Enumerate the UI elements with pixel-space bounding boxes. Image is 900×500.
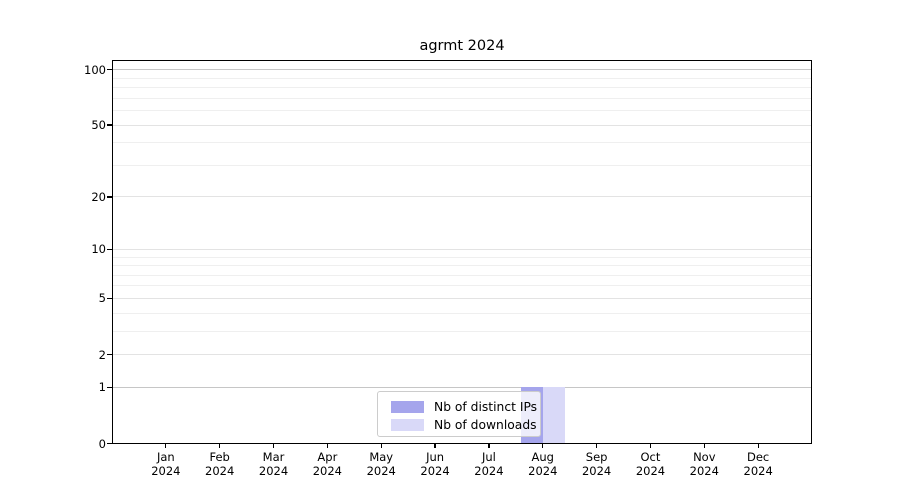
y-major-gridline xyxy=(112,386,812,388)
x-tick xyxy=(380,443,382,448)
y-tick xyxy=(107,386,112,388)
legend-item-downloads: Nb of downloads xyxy=(391,416,540,434)
y-tick-label: 50 xyxy=(91,118,106,133)
y-minor-gridline xyxy=(112,256,812,258)
y-tick xyxy=(107,248,112,250)
y-tick-label: 5 xyxy=(98,291,106,306)
legend-label-distinct-ips: Nb of distinct IPs xyxy=(434,400,538,414)
y-tick xyxy=(107,297,112,300)
y-minor-gridline xyxy=(112,97,812,99)
x-tick xyxy=(595,443,598,448)
y-minor-gridline xyxy=(112,330,812,332)
y-major-gridline xyxy=(112,297,812,299)
y-tick-label: 0 xyxy=(98,436,106,451)
y-minor-gridline xyxy=(112,164,812,166)
x-tick-label: Nov 2024 xyxy=(689,449,719,479)
legend-swatch-distinct-ips xyxy=(391,401,424,413)
y-tick xyxy=(107,353,112,356)
x-tick-label: Aug 2024 xyxy=(528,449,558,479)
y-major-gridline xyxy=(112,248,812,250)
y-minor-gridline xyxy=(112,142,812,144)
y-major-gridline xyxy=(112,354,812,356)
y-tick-label: 2 xyxy=(98,347,106,362)
chart-title: agrmt 2024 xyxy=(419,38,505,54)
x-tick xyxy=(757,443,759,448)
x-tick xyxy=(434,443,436,448)
x-tick-label: Jun 2024 xyxy=(420,449,450,479)
legend-item-distinct-ips: Nb of distinct IPs xyxy=(391,398,540,416)
x-tick xyxy=(703,443,705,448)
y-minor-gridline xyxy=(112,77,812,79)
y-tick-label: 1 xyxy=(98,380,106,395)
y-minor-gridline xyxy=(112,312,812,314)
y-tick-label: 10 xyxy=(91,242,106,257)
x-tick-label: Jan 2024 xyxy=(151,449,181,479)
x-tick xyxy=(165,443,167,448)
x-tick-label: Feb 2024 xyxy=(205,449,235,479)
x-tick xyxy=(649,443,652,448)
y-major-gridline xyxy=(112,196,812,198)
legend: Nb of distinct IPs Nb of downloads xyxy=(377,391,541,437)
x-tick xyxy=(272,443,275,448)
y-tick-label: 20 xyxy=(91,189,106,204)
x-tick-label: Dec 2024 xyxy=(743,449,773,479)
x-tick xyxy=(326,443,329,448)
legend-swatch-downloads xyxy=(391,419,424,431)
x-tick-label: Apr 2024 xyxy=(312,449,343,479)
y-tick-label: 100 xyxy=(84,62,106,77)
y-minor-gridline xyxy=(112,265,812,267)
y-tick xyxy=(107,442,112,445)
x-tick-label: Oct 2024 xyxy=(635,449,666,479)
x-tick-label: Sep 2024 xyxy=(581,449,612,479)
x-tick-label: Mar 2024 xyxy=(258,449,289,479)
y-minor-gridline xyxy=(112,110,812,112)
y-major-gridline xyxy=(112,69,812,71)
y-minor-gridline xyxy=(112,274,812,276)
y-tick xyxy=(107,69,112,71)
x-tick-label: Jul 2024 xyxy=(474,449,504,479)
x-tick-label: May 2024 xyxy=(366,449,396,479)
legend-label-downloads: Nb of downloads xyxy=(434,418,537,432)
bar-aug-downloads xyxy=(542,387,565,444)
y-tick xyxy=(107,124,112,126)
y-tick xyxy=(107,196,112,198)
y-minor-gridline xyxy=(112,285,812,287)
y-major-gridline xyxy=(112,124,812,126)
x-tick xyxy=(542,443,544,448)
y-minor-gridline xyxy=(112,87,812,89)
x-tick xyxy=(219,443,221,448)
x-tick xyxy=(488,443,490,448)
